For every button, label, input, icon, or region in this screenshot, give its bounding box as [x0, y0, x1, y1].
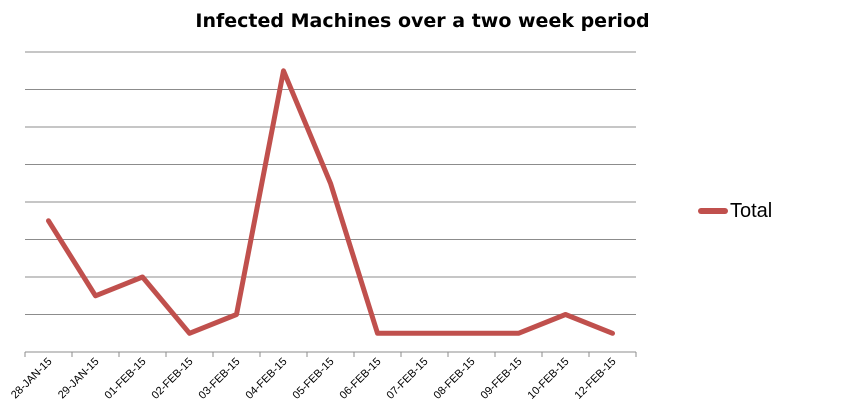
legend-swatch-total — [698, 208, 728, 214]
x-tick-labels: 28-JAN-15 29-JAN-15 01-FEB-15 02-FEB-15 03-F… — [9, 356, 619, 402]
x-tick-label-5: 04-FEB-15 — [244, 356, 290, 402]
x-tick-label-11: 10-FEB-15 — [526, 356, 572, 402]
x-tick-label-4: 03-FEB-15 — [197, 356, 243, 402]
x-tick-label-1: 29-JAN-15 — [56, 356, 102, 402]
x-tick-label-10: 09-FEB-15 — [479, 356, 525, 402]
legend-label-total: Total — [730, 199, 773, 222]
x-tick-label-3: 02-FEB-15 — [150, 356, 196, 402]
legend: Total — [698, 199, 772, 223]
x-tick-label-6: 05-FEB-15 — [291, 356, 337, 402]
series-line-total — [46, 68, 615, 336]
x-tick-label-8: 07-FEB-15 — [385, 356, 431, 402]
x-tick-label-2: 01-FEB-15 — [103, 356, 149, 402]
x-tick-label-7: 06-FEB-15 — [338, 356, 384, 402]
chart-title: Infected Machines over a two week period — [195, 10, 650, 32]
x-tick-label-0: 28-JAN-15 — [9, 356, 55, 402]
x-axis — [24, 351, 637, 357]
x-tick-label-12: 12-FEB-15 — [573, 356, 619, 402]
x-tick-label-9: 08-FEB-15 — [432, 356, 478, 402]
gridlines — [25, 51, 636, 315]
series-lines — [46, 68, 615, 336]
